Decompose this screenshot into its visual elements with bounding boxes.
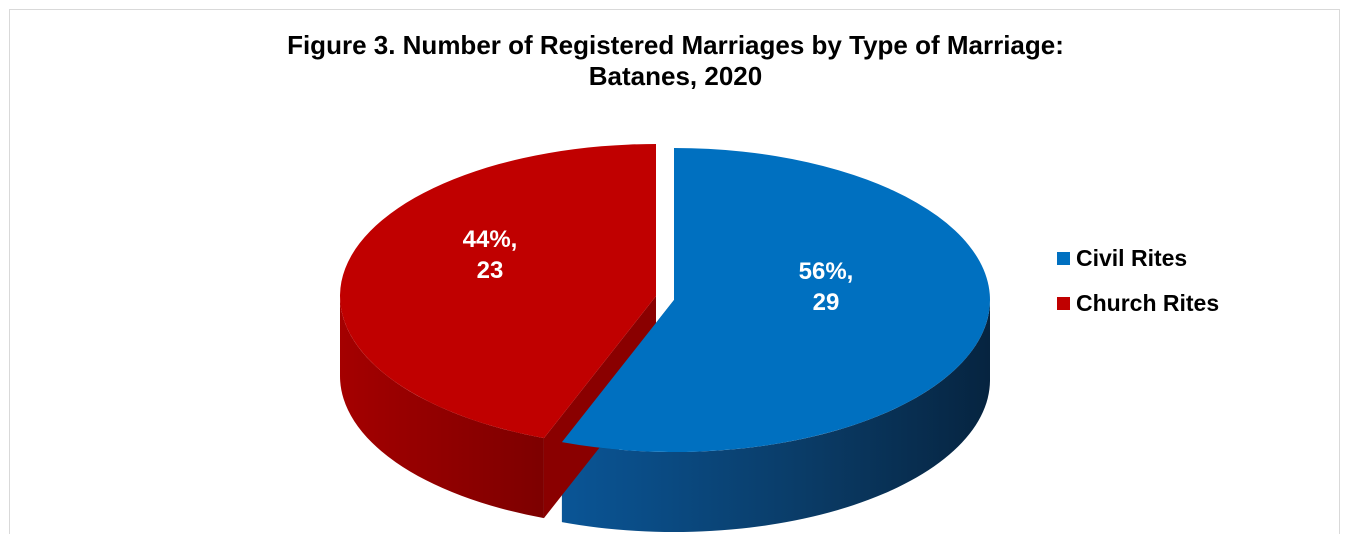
chart-title-line2: Batanes, 2020 <box>588 61 763 91</box>
slice-label-church-percent: 44%, <box>463 226 518 253</box>
legend-swatch-church-rites <box>1057 296 1070 310</box>
slice-church-rites <box>339 144 656 439</box>
slice-wall-church-rites <box>340 296 544 519</box>
slice-label-civil-percent: 56%, <box>799 258 854 285</box>
legend-item-civil-rites: Civil Rites <box>1057 245 1219 271</box>
slice-label-church-value: 23 <box>477 257 504 284</box>
legend-swatch-civil-rites <box>1057 251 1070 265</box>
slice-civil-rites <box>561 148 990 452</box>
chart-title-line1: Figure 3. Number of Registered Marriages… <box>287 30 1064 60</box>
legend-label-civil-rites: Civil Rites <box>1076 244 1188 271</box>
legend-label-church-rites: Church Rites <box>1076 289 1220 316</box>
legend-item-church-rites: Church Rites <box>1057 290 1219 316</box>
chart-title: Figure 3. Number of Registered Marriages… <box>0 30 1351 92</box>
slice-wall-civil-rites <box>561 300 990 533</box>
legend: Civil Rites Church Rites <box>1057 245 1219 335</box>
slice-label-civil-value: 29 <box>813 289 840 316</box>
